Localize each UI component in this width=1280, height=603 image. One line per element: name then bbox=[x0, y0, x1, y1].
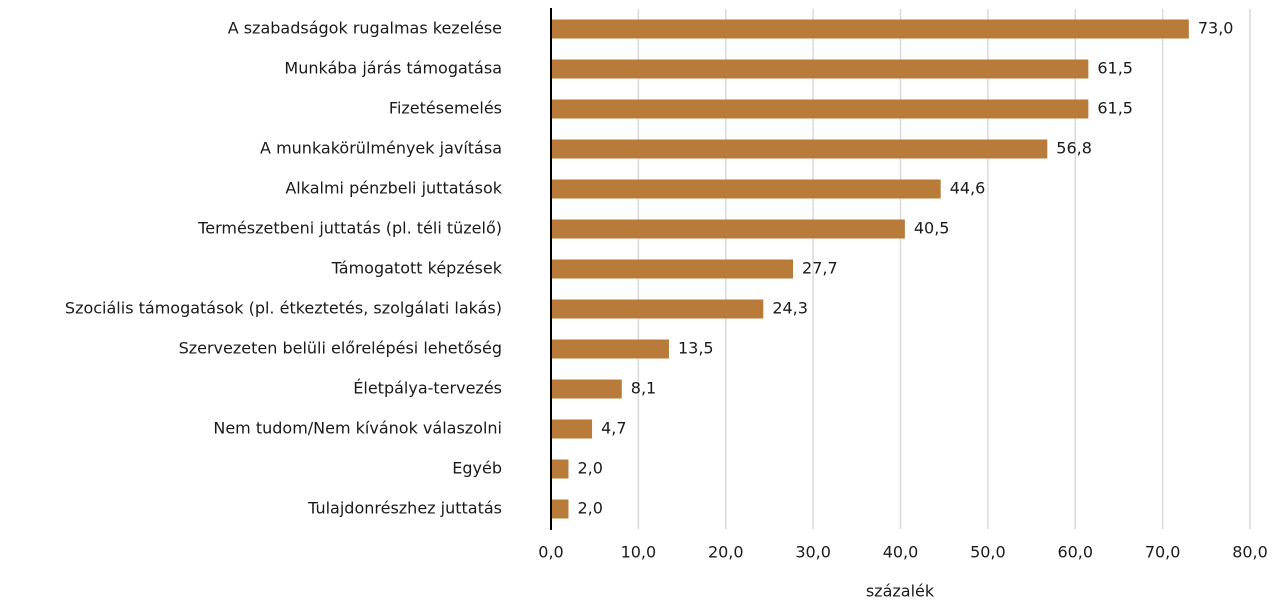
x-tick-label: 0,0 bbox=[538, 543, 563, 562]
bar bbox=[551, 139, 1048, 159]
bar bbox=[551, 259, 794, 279]
bar bbox=[551, 299, 764, 319]
value-label: 56,8 bbox=[1056, 139, 1092, 158]
x-tick-label: 20,0 bbox=[708, 543, 744, 562]
value-label: 44,6 bbox=[950, 179, 986, 198]
value-label: 61,5 bbox=[1097, 99, 1133, 118]
y-tick-label: Nem tudom/Nem kívánok válaszolni bbox=[213, 419, 502, 438]
x-tick-label: 70,0 bbox=[1145, 543, 1181, 562]
bar bbox=[551, 59, 1089, 79]
value-label: 4,7 bbox=[601, 419, 626, 438]
x-axis-title: százalék bbox=[866, 582, 935, 601]
bar bbox=[551, 179, 941, 199]
y-tick-label: A szabadságok rugalmas kezelése bbox=[228, 19, 502, 38]
y-tick-label: Természetbeni juttatás (pl. téli tüzelő) bbox=[197, 219, 502, 238]
y-tick-label: Fizetésemelés bbox=[389, 99, 502, 118]
value-label: 40,5 bbox=[914, 219, 950, 238]
value-label: 2,0 bbox=[577, 499, 602, 518]
value-label: 2,0 bbox=[577, 459, 602, 478]
bar bbox=[551, 499, 569, 519]
y-tick-label: A munkakörülmények javítása bbox=[260, 139, 502, 158]
bar bbox=[551, 19, 1189, 39]
bar bbox=[551, 419, 593, 439]
x-tick-label: 30,0 bbox=[795, 543, 831, 562]
x-tick-label: 40,0 bbox=[883, 543, 919, 562]
bar bbox=[551, 339, 669, 359]
x-tick-label: 80,0 bbox=[1232, 543, 1268, 562]
value-label: 27,7 bbox=[802, 259, 838, 278]
x-tick-label: 50,0 bbox=[970, 543, 1006, 562]
value-label: 13,5 bbox=[678, 339, 714, 358]
y-tick-label: Életpálya-tervezés bbox=[353, 379, 502, 398]
value-label: 24,3 bbox=[772, 299, 808, 318]
bar bbox=[551, 99, 1089, 119]
y-tick-label: Szociális támogatások (pl. étkeztetés, s… bbox=[65, 299, 502, 318]
y-tick-label: Szervezeten belüli előrelépési lehetőség bbox=[179, 339, 502, 358]
value-label: 73,0 bbox=[1198, 19, 1234, 38]
value-label: 61,5 bbox=[1097, 59, 1133, 78]
bar bbox=[551, 459, 569, 479]
y-tick-label: Alkalmi pénzbeli juttatások bbox=[285, 179, 502, 198]
bar bbox=[551, 379, 622, 399]
x-tick-label: 10,0 bbox=[621, 543, 657, 562]
value-label: 8,1 bbox=[631, 379, 656, 398]
y-tick-label: Tulajdonrészhez juttatás bbox=[307, 499, 502, 518]
y-tick-label: Egyéb bbox=[452, 459, 502, 478]
bar bbox=[551, 219, 905, 239]
y-tick-label: Támogatott képzések bbox=[331, 259, 503, 278]
x-tick-label: 60,0 bbox=[1057, 543, 1093, 562]
y-tick-label: Munkába járás támogatása bbox=[284, 59, 502, 78]
